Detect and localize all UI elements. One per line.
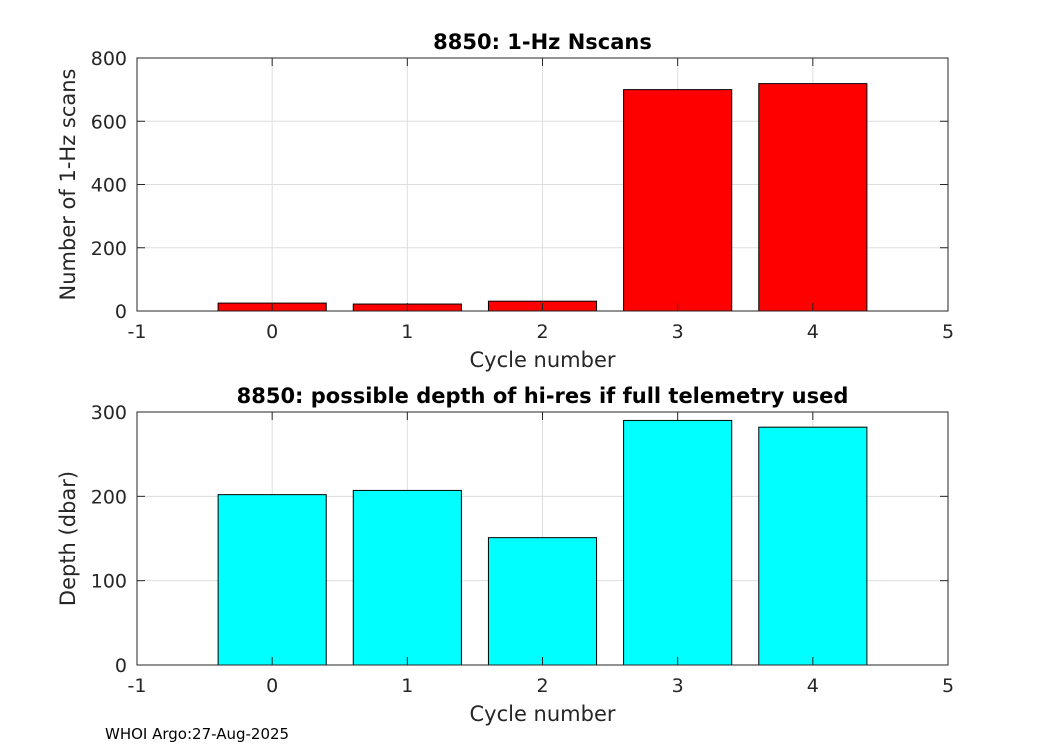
chart1-x-tick-label: 3 [672, 321, 684, 343]
chart1-y-tick-label: 600 [91, 111, 127, 133]
chart2-bar [217, 494, 327, 666]
chart1-x-axis-label: Cycle number [469, 348, 615, 372]
chart2-bar [758, 426, 868, 666]
chart1-bar [623, 89, 733, 312]
chart2-y-axis-label: Depth (dbar) [56, 471, 80, 606]
chart1-x-tick-label: 5 [942, 321, 954, 343]
chart1-y-tick-label: 800 [91, 48, 127, 70]
chart2-title: 8850: possible depth of hi-res if full t… [237, 384, 849, 408]
chart2-x-tick-label: 4 [807, 675, 819, 697]
chart1-x-tick-label: -1 [128, 321, 147, 343]
chart1-x-tick-label: 4 [807, 321, 819, 343]
chart1-title: 8850: 1-Hz Nscans [433, 30, 652, 54]
chart2-x-tick-label: 1 [401, 675, 413, 697]
chart1-x-tick-label: 1 [401, 321, 413, 343]
chart1-y-tick-label: 400 [91, 175, 127, 197]
chart2-x-axis-label: Cycle number [469, 702, 615, 726]
chart2-x-tick-label: 2 [536, 675, 548, 697]
chart2-bar [623, 419, 733, 666]
chart2-x-tick-label: 0 [266, 675, 278, 697]
chart2-y-tick-label: 100 [91, 571, 127, 593]
chart1-bar [758, 83, 868, 312]
chart2-bar [352, 489, 462, 666]
chart2-y-tick-label: 200 [91, 486, 127, 508]
chart2-y-tick-label: 0 [115, 655, 127, 677]
chart1-x-tick-label: 0 [266, 321, 278, 343]
chart2-y-tick-label: 300 [91, 402, 127, 424]
chart2-x-tick-label: 3 [672, 675, 684, 697]
chart1-y-tick-label: 0 [115, 301, 127, 323]
chart1-x-tick-label: 2 [536, 321, 548, 343]
footer-credit: WHOI Argo:27-Aug-2025 [105, 725, 290, 743]
chart1-y-tick-label: 200 [91, 238, 127, 260]
chart1-y-axis-label: Number of 1-Hz scans [56, 69, 80, 301]
chart2-x-tick-label: 5 [942, 675, 954, 697]
chart2-bar [487, 537, 598, 666]
chart2-x-tick-label: -1 [128, 675, 147, 697]
